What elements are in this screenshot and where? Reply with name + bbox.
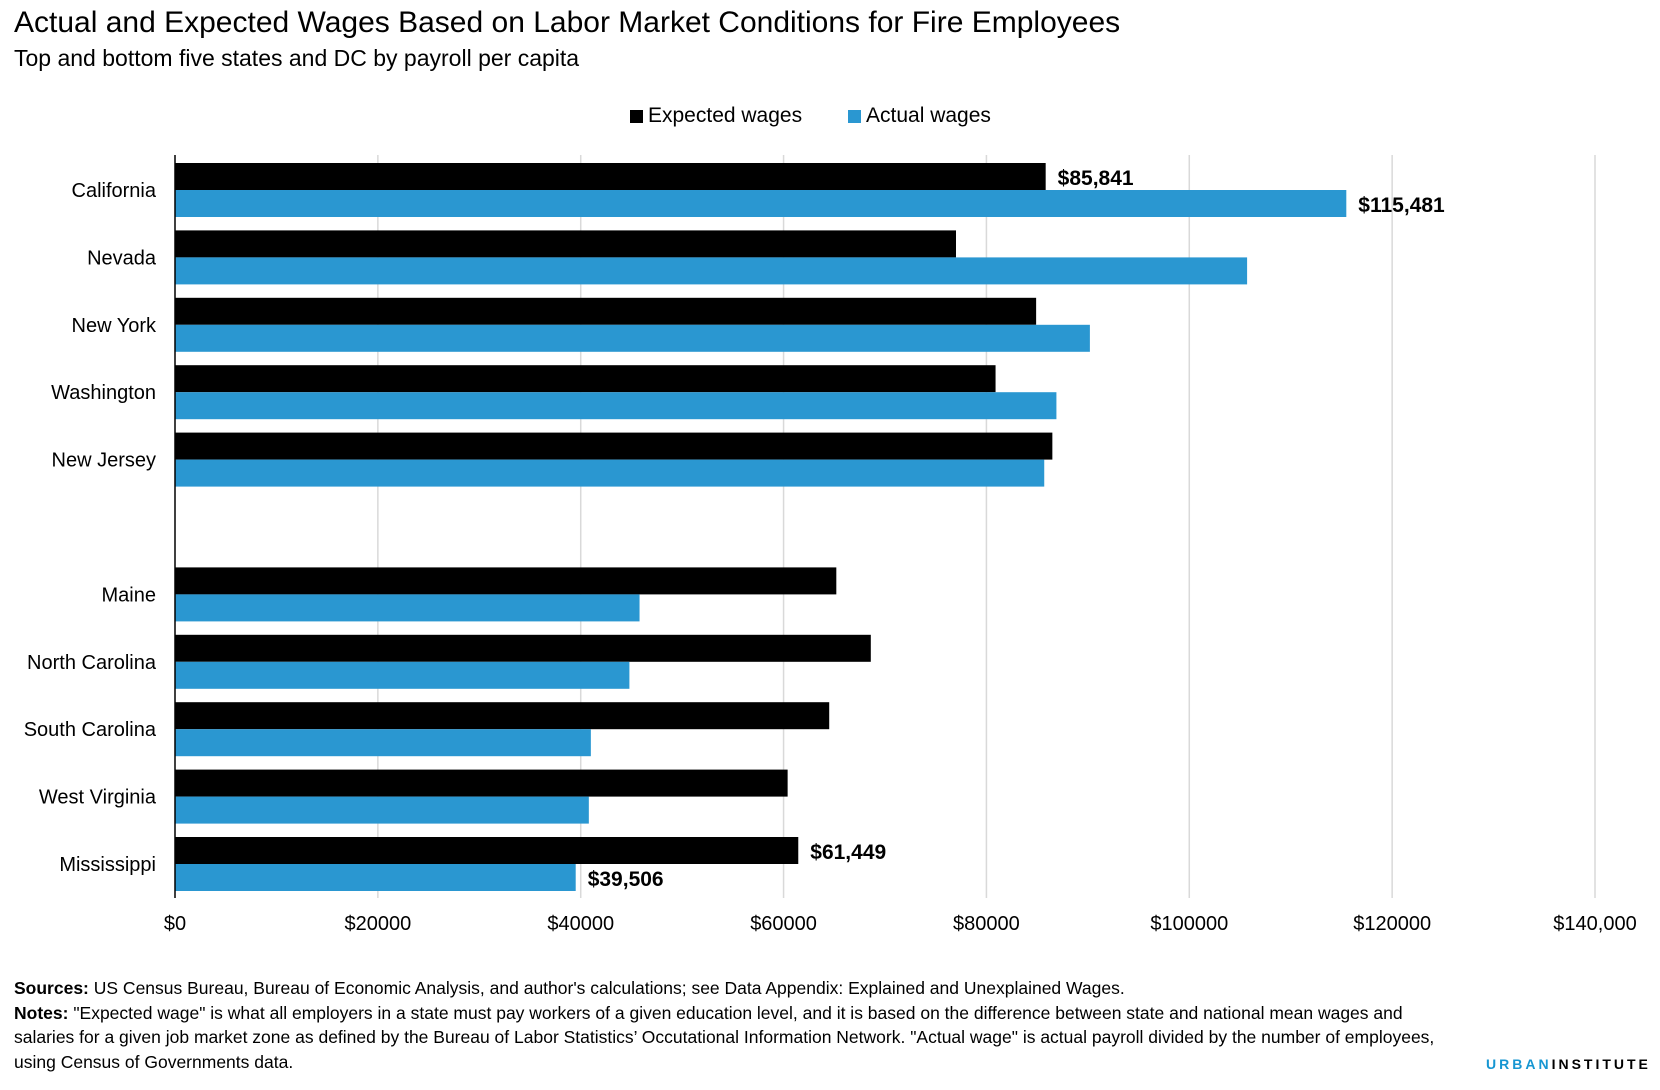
- category-label: New York: [72, 315, 157, 337]
- x-tick-label: $60000: [750, 913, 817, 935]
- bar-nevada-actual: [175, 257, 1248, 285]
- data-label: $115,481: [1358, 194, 1445, 217]
- category-label: South Carolina: [24, 719, 157, 741]
- logo-part-institute: INSTITUTE: [1551, 1056, 1651, 1072]
- bar-chart: California Nevada New York Washington New Je…: [24, 155, 1637, 935]
- x-tick-label: $100000: [1150, 913, 1228, 935]
- bar-north-carolina-actual: [175, 661, 630, 689]
- notes-label: Notes:: [14, 1002, 69, 1023]
- bar-west-virginia-expected: [175, 769, 788, 797]
- x-tick-label: $140,000: [1553, 913, 1636, 935]
- bar-north-carolina-expected: [175, 634, 871, 662]
- x-tick-label: $20000: [344, 913, 411, 935]
- bar-west-virginia-actual: [175, 796, 589, 824]
- sources-text: US Census Bureau, Bureau of Economic Ana…: [88, 978, 1125, 998]
- notes-text: "Expected wage" is what all employers in…: [14, 1002, 1435, 1072]
- bar-california-actual: [175, 190, 1347, 217]
- bar-mississippi-expected: [175, 837, 799, 864]
- x-tick-label: $40000: [547, 913, 614, 935]
- bar-mississippi-actual: [175, 864, 576, 891]
- category-label: Washington: [51, 382, 156, 404]
- category-label: New Jersey: [52, 450, 156, 472]
- category-label: Mississippi: [59, 854, 156, 876]
- data-label: $39,506: [588, 868, 664, 891]
- bar-maine-expected: [175, 567, 837, 595]
- bar-new-jersey-expected: [175, 432, 1053, 460]
- legend-item-expected: Expected wages: [630, 104, 802, 128]
- logo-part-urban: URBAN: [1486, 1056, 1552, 1072]
- sources-line: Sources: US Census Bureau, Bureau of Eco…: [14, 976, 1454, 1001]
- bar-nevada-expected: [175, 230, 956, 258]
- x-tick-label: $0: [164, 913, 186, 935]
- category-label: California: [72, 180, 157, 202]
- bar-south-carolina-actual: [175, 729, 591, 757]
- legend-item-actual: Actual wages: [848, 104, 991, 128]
- bar-new-york-actual: [175, 324, 1090, 352]
- x-tick-label: $80000: [953, 913, 1020, 935]
- category-label: Nevada: [87, 247, 157, 269]
- legend-swatch-actual: [848, 109, 861, 123]
- chart-subtitle: Top and bottom five states and DC by pay…: [14, 45, 580, 71]
- footnotes: Sources: US Census Bureau, Bureau of Eco…: [14, 976, 1454, 1074]
- data-label: $85,841: [1058, 167, 1134, 190]
- bar-new-jersey-actual: [175, 459, 1045, 487]
- category-label: Maine: [102, 584, 156, 606]
- category-label: North Carolina: [27, 652, 157, 674]
- bar-south-carolina-expected: [175, 702, 830, 730]
- bar-washington-expected: [175, 365, 996, 393]
- bar-new-york-expected: [175, 297, 1037, 325]
- legend-label-expected: Expected wages: [648, 104, 803, 127]
- legend-label-actual: Actual wages: [866, 104, 991, 127]
- legend: Expected wages Actual wages: [0, 104, 1660, 134]
- bar-california-expected: [175, 163, 1046, 190]
- category-label: West Virginia: [39, 787, 157, 809]
- urban-institute-logo: URBANINSTITUTE: [1486, 1056, 1651, 1072]
- data-label: $61,449: [810, 841, 886, 864]
- notes-line: Notes: "Expected wage" is what all emplo…: [14, 1001, 1454, 1075]
- chart-title: Actual and Expected Wages Based on Labor…: [14, 6, 1121, 39]
- x-tick-label: $120000: [1353, 913, 1431, 935]
- bar-maine-actual: [175, 594, 640, 622]
- bar-washington-actual: [175, 392, 1057, 420]
- legend-swatch-expected: [630, 109, 643, 123]
- sources-label: Sources:: [14, 978, 89, 998]
